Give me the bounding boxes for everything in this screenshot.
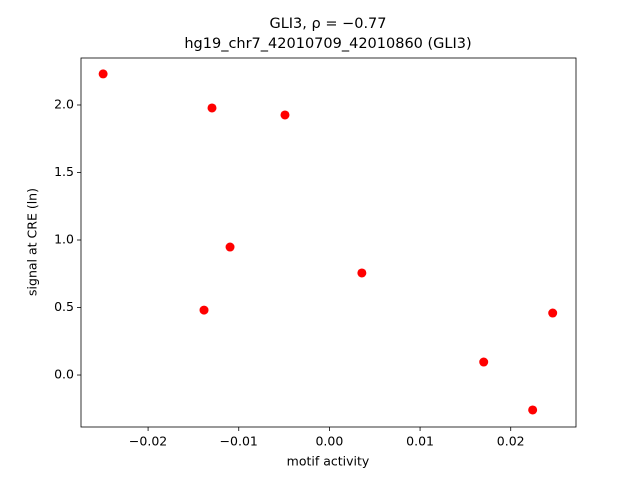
x-tick-label: 0.00	[315, 434, 343, 449]
point	[98, 69, 108, 79]
x-tick-label: −0.01	[220, 434, 258, 449]
y-tick-label: 1.5	[54, 164, 74, 179]
point	[225, 242, 235, 252]
plot-frame	[80, 57, 577, 428]
y-axis-label: signal at CRE (ln)	[25, 188, 40, 296]
point	[479, 357, 489, 367]
y-tick-label: 2.0	[54, 96, 74, 111]
point	[528, 405, 538, 415]
x-tick-label: 0.01	[406, 434, 434, 449]
point	[199, 305, 209, 315]
x-axis-label: motif activity	[287, 454, 370, 469]
point	[207, 103, 217, 113]
chart-subtitle: hg19_chr7_42010709_42010860 (GLI3)	[184, 36, 471, 52]
y-tick-label: 1.0	[54, 232, 74, 247]
x-tick-label: −0.02	[129, 434, 167, 449]
point	[357, 268, 367, 278]
y-tick-label: 0.5	[54, 299, 74, 314]
chart-title: GLI3, ρ = −0.77	[269, 16, 386, 32]
point	[280, 110, 290, 120]
point	[548, 308, 558, 318]
x-tick-label: 0.02	[497, 434, 525, 449]
y-tick-label: 0.0	[54, 367, 74, 382]
